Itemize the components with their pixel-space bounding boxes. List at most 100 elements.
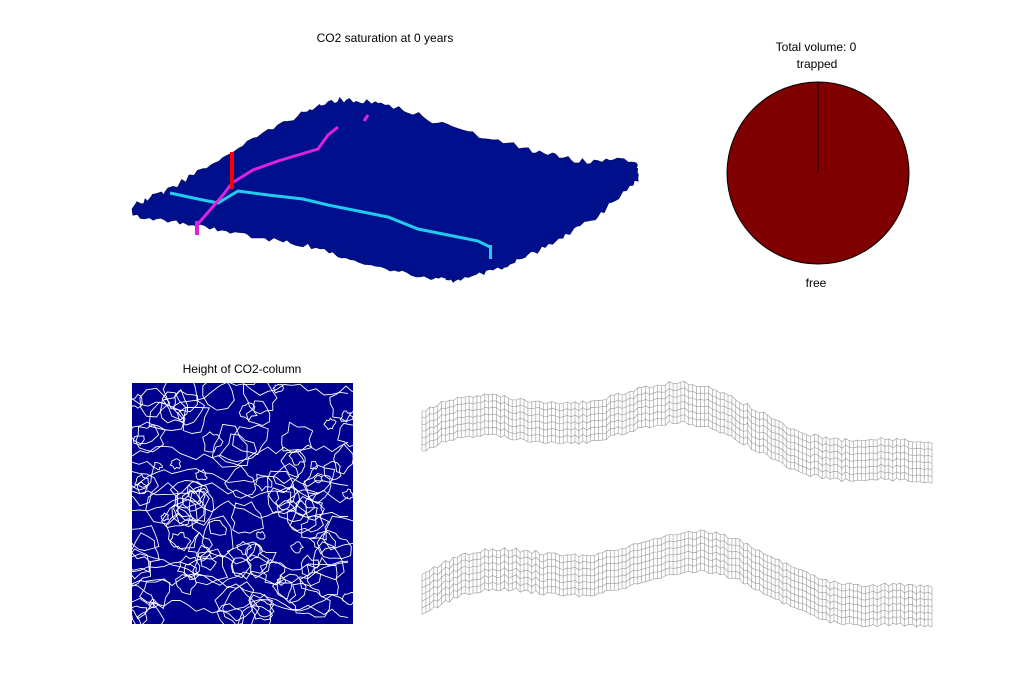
- mesh-line: [421, 401, 933, 464]
- mesh-panel-bottom: [421, 529, 933, 628]
- contour-line: [132, 553, 349, 618]
- contour-line: [159, 391, 187, 424]
- contour-line: [342, 488, 353, 500]
- mesh-line: [421, 421, 933, 484]
- mesh-line: [421, 556, 933, 615]
- contour-line: [267, 470, 296, 508]
- contour-line: [132, 435, 145, 446]
- contour-line: [237, 605, 271, 624]
- contour-line: [290, 541, 304, 554]
- contour-line: [333, 443, 353, 475]
- contour-line: [337, 422, 353, 448]
- contour-lines: [132, 383, 353, 624]
- contour-line: [139, 387, 171, 418]
- contour-line: [256, 530, 266, 540]
- contour-map: [132, 383, 353, 624]
- contour-line: [280, 450, 306, 478]
- contour-line: [329, 385, 353, 423]
- contour-line: [132, 552, 151, 587]
- contour-line: [188, 487, 215, 526]
- magenta-pathway-end: [362, 114, 370, 122]
- mesh-line: [421, 536, 933, 595]
- contour-line: [342, 591, 353, 606]
- contour-line: [310, 460, 318, 470]
- contour-line: [183, 564, 199, 581]
- contour-line: [136, 481, 148, 495]
- contour-line: [132, 594, 349, 614]
- contour-line: [323, 460, 342, 481]
- contour-line: [132, 383, 349, 408]
- contour-line: [238, 402, 258, 421]
- cyan-pathway-end: [489, 245, 492, 259]
- contour-line: [132, 554, 349, 573]
- contour-line: [199, 554, 217, 571]
- contour-line: [246, 542, 277, 579]
- contour-line: [214, 581, 255, 622]
- contour-line: [211, 423, 248, 468]
- injection-well: [230, 152, 234, 189]
- contour-line: [300, 515, 330, 541]
- contour-line: [231, 557, 251, 579]
- contour-line: [242, 383, 278, 415]
- contour-line: [169, 532, 192, 552]
- surface-title: CO2 saturation at 0 years: [316, 31, 454, 45]
- contour-title: Height of CO2-column: [182, 362, 302, 376]
- contour-line: [244, 543, 263, 562]
- contour-line: [195, 469, 208, 481]
- contour-background: [132, 383, 353, 624]
- contour-line: [275, 486, 300, 513]
- contour-line: [224, 465, 257, 499]
- mesh-line: [421, 562, 933, 621]
- contour-line: [286, 499, 318, 534]
- mesh-line: [421, 529, 933, 588]
- contour-line: [132, 561, 349, 587]
- contour-line: [160, 504, 191, 528]
- contour-line: [245, 400, 271, 426]
- contour-line: [132, 441, 349, 463]
- mesh-plot: [421, 381, 933, 628]
- contour-line: [251, 599, 275, 621]
- contour-line: [192, 548, 229, 586]
- contour-line: [175, 574, 197, 596]
- contour-line: [271, 581, 293, 600]
- mesh-line: [421, 549, 933, 608]
- contour-line: [312, 541, 345, 581]
- contour-line: [132, 468, 349, 489]
- contour-line: [132, 482, 349, 504]
- contour-line: [218, 433, 258, 467]
- mesh-line: [421, 387, 933, 451]
- mesh-line: [421, 414, 933, 477]
- contour-line: [308, 530, 336, 555]
- contour-line: [272, 383, 284, 394]
- contour-line: [300, 554, 320, 577]
- contour-line: [202, 431, 224, 453]
- contour-line: [132, 584, 155, 620]
- pie-chart: [726, 81, 910, 265]
- pie-label-trapped: trapped: [796, 57, 838, 71]
- mesh-panel-top: [421, 381, 933, 484]
- contour-line: [132, 525, 160, 552]
- contour-line: [267, 487, 292, 514]
- contour-line: [276, 573, 307, 604]
- contour-line: [222, 585, 260, 624]
- contour-line: [322, 515, 353, 551]
- surface-body: [131, 96, 639, 283]
- contour-line: [323, 417, 337, 431]
- pie-title: Total volume: 0: [775, 40, 857, 54]
- contour-line: [201, 515, 234, 558]
- pie-label-free: free: [805, 276, 827, 290]
- contour-line: [134, 473, 149, 488]
- contour-line: [132, 605, 148, 624]
- contour-line: [132, 471, 159, 507]
- contour-line: [305, 496, 324, 521]
- contour-line: [289, 496, 325, 533]
- contour-line: [202, 383, 235, 411]
- contour-line: [288, 449, 306, 466]
- mesh-line: [421, 407, 933, 471]
- magenta-pathway: [195, 125, 339, 226]
- mesh-line: [421, 542, 933, 601]
- contour-line: [314, 474, 324, 484]
- contour-line: [177, 406, 211, 434]
- contour-line: [195, 544, 212, 563]
- contour-line: [230, 501, 264, 534]
